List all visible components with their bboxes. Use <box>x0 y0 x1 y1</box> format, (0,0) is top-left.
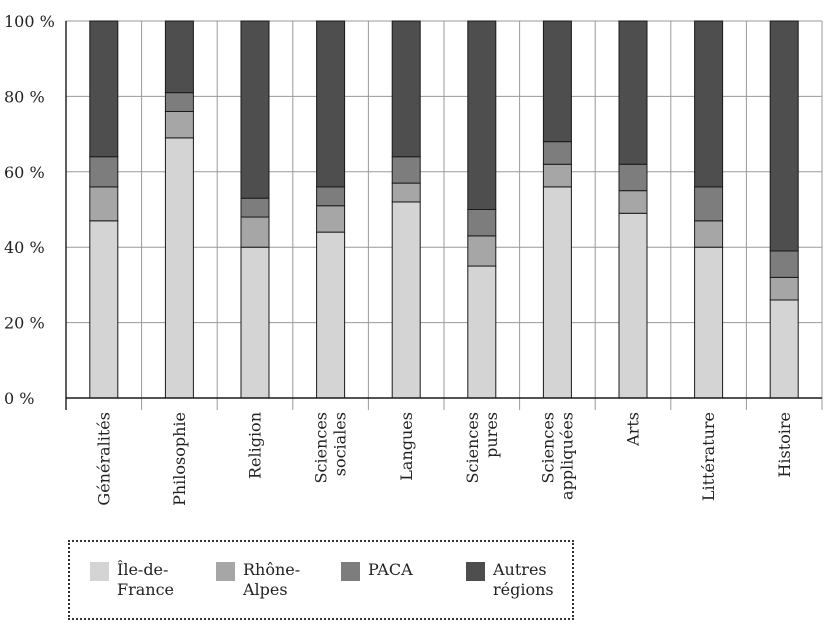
bar-segment-4 <box>89 20 119 158</box>
stacked-bar-chart: 0 % 20 % 40 % 60 % 80 % 100 % Généralités Phil… <box>4 12 823 506</box>
bar-segment-3 <box>240 197 270 218</box>
y-tick-label: 20 % <box>4 314 45 333</box>
x-tick-labels: Généralités Philosophie Religion Sciences so… <box>94 412 793 506</box>
bar-segment-3 <box>694 186 724 222</box>
bar-segment-2 <box>467 235 497 267</box>
bar-segment-2 <box>391 182 421 203</box>
bar-segment-3 <box>164 92 194 112</box>
y-tick-label: 40 % <box>4 238 45 257</box>
x-tick-label: Sciences <box>312 412 331 483</box>
bar-segment-4 <box>467 20 497 210</box>
bar-segment-2 <box>769 276 799 301</box>
bar-segment-3 <box>316 186 346 207</box>
bar-segment-3 <box>467 209 497 237</box>
legend-label: PACA <box>368 560 413 579</box>
bar-segment-1 <box>391 201 421 399</box>
x-tick-label: pures <box>482 412 501 458</box>
y-tick-labels: 0 % 20 % 40 % 60 % 80 % 100 % <box>4 12 55 408</box>
bar-segment-3 <box>89 156 119 188</box>
bar-segment-3 <box>618 163 648 192</box>
x-tick-label: Généralités <box>94 412 113 506</box>
y-tick-label: 80 % <box>4 87 45 106</box>
bar-segment-1 <box>240 246 270 399</box>
legend: Île-de- France Rhône- Alpes PACA Autres … <box>68 540 574 620</box>
legend-item-autres-regions: Autres régions <box>466 560 554 600</box>
y-tick-label: 60 % <box>4 163 45 182</box>
bar-segment-1 <box>164 137 194 399</box>
bar-segment-1 <box>542 186 572 399</box>
x-tick-label: Histoire <box>775 412 794 478</box>
axes <box>65 21 822 410</box>
legend-swatch <box>466 562 485 581</box>
y-tick-label: 0 % <box>4 389 34 408</box>
bar-segment-1 <box>694 246 724 399</box>
bar-segment-4 <box>240 20 270 199</box>
x-tick-label: Sciences <box>539 412 558 483</box>
bar-segment-2 <box>618 190 648 214</box>
bar-segment-4 <box>164 20 194 94</box>
bar-segment-4 <box>769 20 799 252</box>
bar-segment-3 <box>769 250 799 278</box>
bar-segment-4 <box>542 20 572 143</box>
bar-segment-2 <box>240 216 270 248</box>
bar-segment-1 <box>467 265 497 399</box>
legend-label: Rhône- Alpes <box>243 560 301 599</box>
legend-item-paca: PACA <box>341 560 413 581</box>
legend-swatch <box>341 562 360 581</box>
bar-segment-4 <box>694 20 724 188</box>
bar-segment-3 <box>391 156 421 184</box>
legend-swatch <box>216 562 235 581</box>
bar-segment-4 <box>316 20 346 188</box>
x-tick-label: Arts <box>624 412 643 447</box>
bar-segment-4 <box>391 20 421 158</box>
bar-segment-1 <box>769 299 799 399</box>
legend-label: Autres régions <box>493 560 554 599</box>
bar-segment-2 <box>89 186 119 222</box>
legend-item-ile-de-france: Île-de- France <box>90 560 174 600</box>
x-tick-label: sociales <box>331 412 350 476</box>
x-tick-label: appliquées <box>558 412 577 500</box>
bar-segment-3 <box>542 141 572 165</box>
y-tick-label: 100 % <box>4 12 55 31</box>
x-tick-label: Langues <box>397 412 416 481</box>
bar-segment-1 <box>316 231 346 399</box>
bar-segment-1 <box>618 212 648 399</box>
bar-segment-2 <box>542 163 572 188</box>
x-tick-label: Littérature <box>699 412 718 501</box>
bar-segment-4 <box>618 20 648 165</box>
legend-item-rhone-alpes: Rhône- Alpes <box>216 560 300 600</box>
bar-segment-1 <box>89 220 119 399</box>
x-tick-label: Religion <box>246 412 265 479</box>
bar-segment-2 <box>316 205 346 233</box>
x-tick-label: Sciences <box>463 412 482 483</box>
legend-label: Île-de- France <box>117 560 175 599</box>
bar-segment-2 <box>694 220 724 248</box>
legend-swatch <box>90 562 109 581</box>
x-tick-label: Philosophie <box>170 412 189 506</box>
bar-segment-2 <box>164 110 194 139</box>
